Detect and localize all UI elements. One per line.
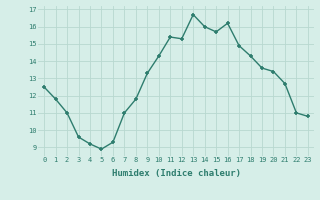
X-axis label: Humidex (Indice chaleur): Humidex (Indice chaleur): [111, 169, 241, 178]
